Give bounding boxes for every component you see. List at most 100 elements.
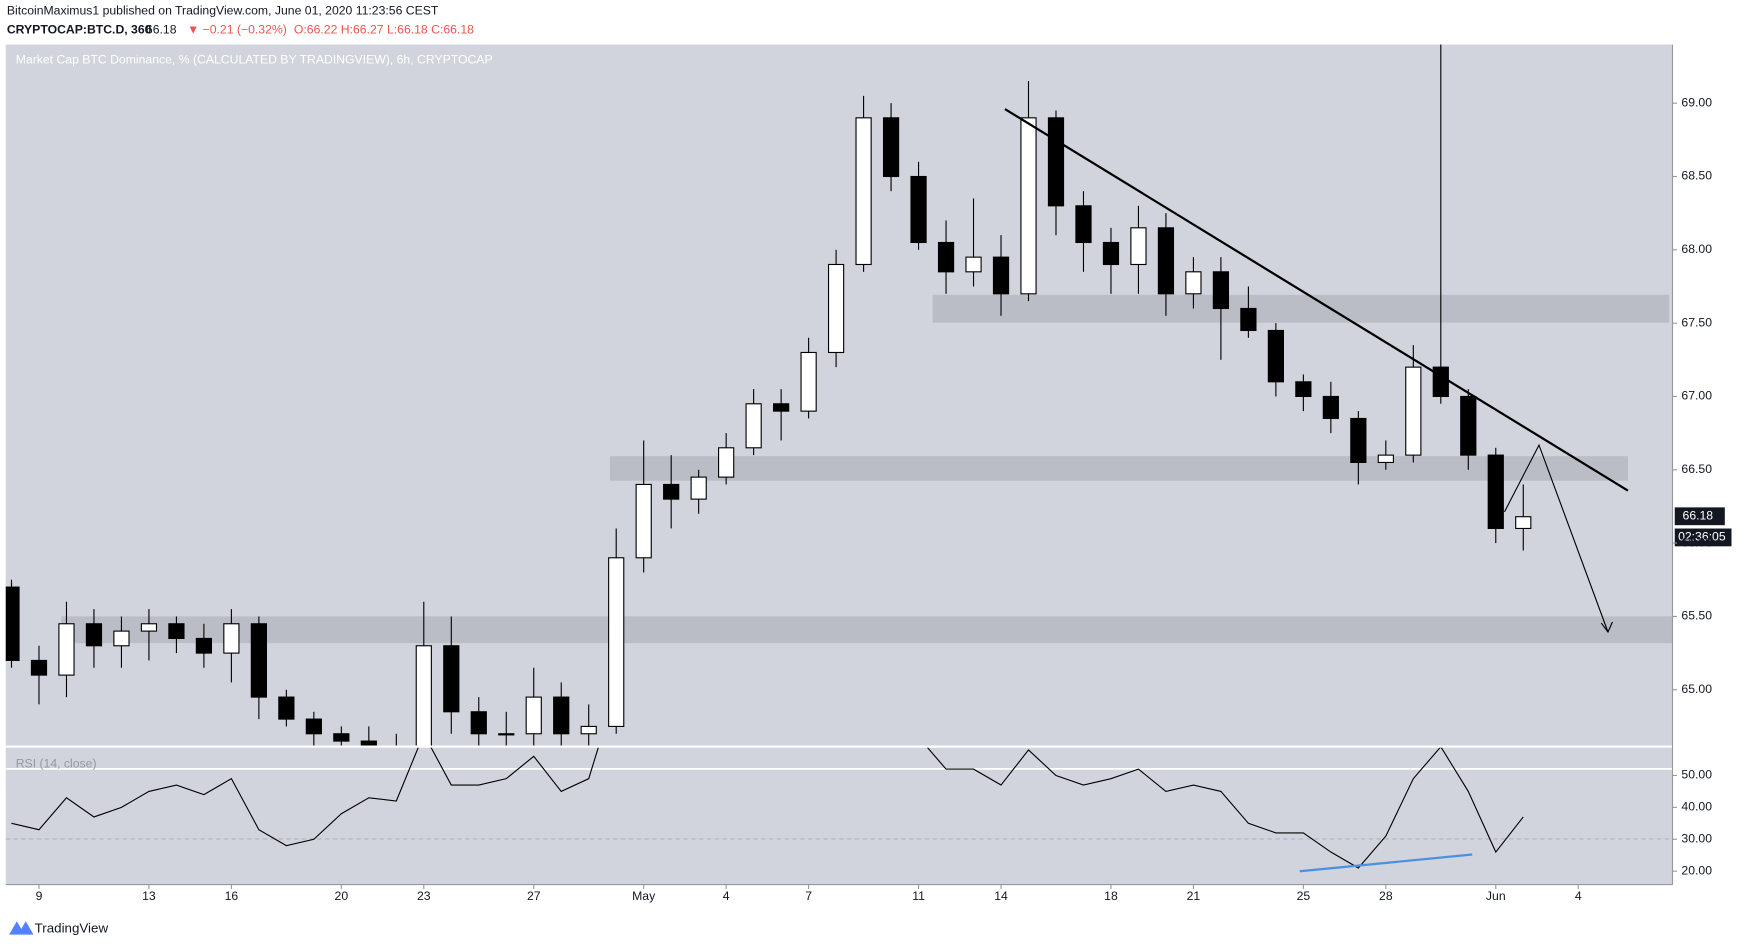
candle-body — [58, 623, 75, 676]
candle-body — [278, 696, 295, 720]
change: ▼ −0.21 (−0.32%) — [187, 22, 287, 36]
candle-body — [553, 696, 570, 735]
y-tick-label: 65.50 — [1681, 609, 1712, 623]
y-tick-label: 67.50 — [1681, 315, 1712, 329]
candle-body — [882, 117, 900, 178]
candle-body — [1295, 381, 1312, 398]
x-tick-label: May — [632, 889, 656, 903]
publisher: BitcoinMaximus1 published on TradingView… — [7, 3, 439, 17]
candle-body — [1267, 329, 1284, 383]
candle-body — [223, 623, 240, 654]
ohlc: O:66.22 H:66.27 L:66.18 C:66.18 — [294, 22, 474, 36]
candle-body — [525, 696, 542, 735]
rsi — [11, 747, 1524, 869]
y-tick-label: 67.00 — [1681, 389, 1712, 403]
candle-body — [1212, 271, 1230, 310]
price-tag-bg — [1674, 507, 1725, 526]
candle-body — [718, 447, 735, 478]
x-tick-label: 16 — [225, 889, 239, 903]
x-tick-label: 7 — [805, 889, 812, 903]
resistance-zone — [932, 294, 1670, 323]
x-tick-label: 13 — [142, 889, 156, 903]
candle-body — [1102, 241, 1120, 266]
candle-body — [195, 637, 213, 654]
candle-body — [1020, 117, 1037, 295]
candle-body — [1185, 271, 1202, 295]
candle-body — [635, 483, 652, 559]
candle-body — [498, 733, 515, 736]
x-tick-label: 23 — [417, 889, 431, 903]
y-tick-label: 66.50 — [1681, 462, 1712, 476]
candle-body — [333, 733, 350, 742]
candle-body — [690, 476, 707, 500]
candle-body — [305, 718, 322, 735]
brand: TradingView — [35, 921, 109, 936]
y-tick-label: 69.00 — [1681, 95, 1712, 109]
candle-body — [800, 351, 817, 412]
x-tick-label: 18 — [1104, 889, 1118, 903]
countdown-bg — [1674, 528, 1732, 547]
last-price: 66.18 — [146, 22, 177, 36]
y-tick-label: 66.00 — [1681, 535, 1712, 549]
resistance-zone — [609, 456, 1629, 481]
candle-body — [1405, 366, 1422, 456]
x-tick-label: 27 — [527, 889, 541, 903]
candle-body — [1047, 117, 1065, 207]
candle-body — [443, 645, 460, 713]
candle-body — [5, 586, 20, 661]
candle-body — [140, 623, 158, 632]
candle-body — [85, 623, 103, 647]
candles — [5, 44, 1532, 746]
candle-body — [1487, 454, 1504, 530]
x-tick-label: 21 — [1187, 889, 1201, 903]
x-tick-label: Jun — [1486, 889, 1506, 903]
x-tick-label: 14 — [994, 889, 1008, 903]
trend-line — [1004, 108, 1629, 492]
price-tag: 66.18 — [1683, 509, 1714, 523]
candle-body — [1075, 205, 1092, 244]
candle-body — [745, 403, 762, 449]
x-tick-label: 4 — [723, 889, 730, 903]
x-tick-label: 28 — [1379, 889, 1393, 903]
logo — [9, 921, 34, 935]
candle-body — [827, 263, 845, 354]
candle-body — [937, 241, 955, 273]
arrow-head — [1600, 621, 1613, 634]
candle-body — [1515, 516, 1532, 530]
x-tick-label: 25 — [1297, 889, 1311, 903]
candle-body — [30, 659, 48, 676]
candle-body — [113, 630, 130, 647]
candle-body — [965, 256, 982, 273]
symbol: CRYPTOCAP:BTC.D, 360 — [7, 22, 152, 36]
candle-body — [470, 711, 487, 735]
y-tick-label: 40.00 — [1681, 800, 1712, 814]
candle-body — [1460, 395, 1477, 456]
x-tick-label: 4 — [1575, 889, 1582, 903]
candle-body — [1130, 227, 1147, 266]
y-tick-label: 50.00 — [1681, 768, 1712, 782]
candle-body — [855, 117, 872, 266]
candle-body — [608, 557, 625, 727]
y-tick-label: 68.00 — [1681, 242, 1712, 256]
candle-body — [168, 623, 185, 639]
candle-body — [992, 256, 1010, 295]
candle-body — [1322, 395, 1339, 420]
candle-body — [773, 403, 790, 412]
x-tick-label: 11 — [912, 889, 925, 903]
projection-arrow — [1504, 443, 1609, 633]
rsi-title: RSI (14, close) — [16, 757, 97, 771]
support-zone — [61, 616, 1673, 644]
countdown: 02:36:05 — [1678, 530, 1726, 544]
candle-body — [1157, 227, 1175, 295]
y-tick-label: 30.00 — [1681, 832, 1712, 846]
candle-body — [250, 623, 267, 698]
candle-body — [1350, 417, 1367, 464]
x-tick-label: 20 — [335, 889, 349, 903]
candle-body — [663, 483, 680, 500]
candle-body — [910, 175, 927, 244]
y-tick-label: 20.00 — [1681, 863, 1712, 877]
y-tick-label: 68.50 — [1681, 169, 1712, 183]
rsi-line — [11, 747, 1524, 869]
